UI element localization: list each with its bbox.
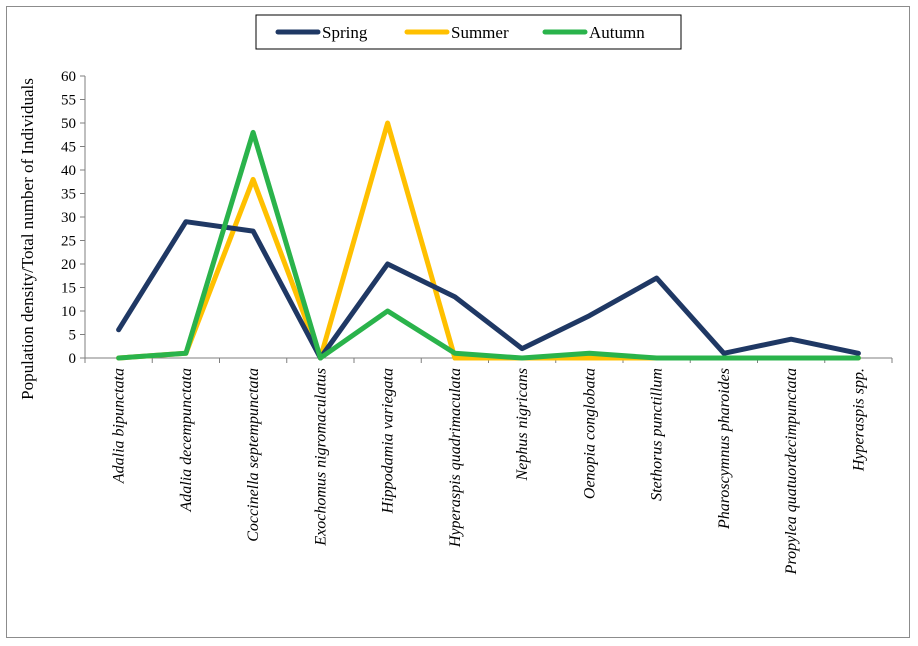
x-axis: Adalia bipunctata Adalia decempunctata Coc… [84, 357, 893, 575]
x-tick-label-oenopia-conglobata: Oenopia conglobata [581, 368, 598, 499]
y-tick-label: 30 [61, 210, 76, 226]
chart-frame [6, 6, 910, 638]
legend: Spring Summer Autumn [255, 14, 682, 50]
x-tick-label-adalia-decempunctata: Adalia decempunctata [178, 368, 195, 513]
x-tick-label-coccinella-septempunctata: Coccinella septempunctata [245, 368, 262, 542]
legend-label-autumn: Autumn [589, 23, 645, 42]
y-tick-label: 35 [61, 187, 76, 203]
x-tick-label-adalia-bipunctata: Adalia bipunctata [111, 368, 128, 484]
x-tick-label-stethorus-punctillum: Stethorus punctillum [649, 368, 666, 501]
y-tick-label: 20 [61, 257, 76, 273]
y-tick-label: 0 [69, 351, 77, 367]
y-tick-label: 5 [69, 328, 77, 344]
x-tick-label-hyperaspis-spp: Hyperaspis spp. [850, 368, 867, 472]
series-layer [116, 120, 861, 361]
x-tick-label-hyperaspis-quadrimaculata: Hyperaspis quadrimaculata [447, 368, 464, 548]
y-tick-label: 10 [61, 304, 76, 320]
y-tick-label: 45 [61, 140, 76, 156]
x-tick-label-pharoscymnus-pharoides: Pharoscymnus pharoides [716, 368, 733, 530]
y-tick-label: 55 [61, 93, 76, 109]
x-tick-label-exochomus-nigromaculatus: Exochomus nigromaculatus [312, 368, 329, 547]
x-tick-label-nephus-nigricans: Nephus nigricans [514, 368, 531, 481]
y-axis: 0 5 10 15 20 25 30 35 40 45 50 55 60 [61, 69, 86, 367]
series-line-autumn [116, 129, 861, 361]
series-line-spring [116, 219, 861, 361]
y-tick-label: 15 [61, 281, 76, 297]
x-tick-label-hippodamia-variegata: Hippodamia variegata [380, 368, 397, 514]
y-tick-label: 25 [61, 234, 76, 250]
y-tick-label: 60 [61, 69, 76, 85]
x-tick-label-propylea-quatuordecimpunctata: Propylea quatuordecimpunctata [783, 368, 800, 575]
y-tick-label: 40 [61, 163, 76, 179]
legend-box [255, 14, 682, 50]
y-tick-label: 50 [61, 116, 76, 132]
legend-label-spring: Spring [322, 23, 368, 42]
legend-label-summer: Summer [451, 23, 509, 42]
y-axis-title: Population density/Total number of Indiv… [18, 78, 37, 400]
